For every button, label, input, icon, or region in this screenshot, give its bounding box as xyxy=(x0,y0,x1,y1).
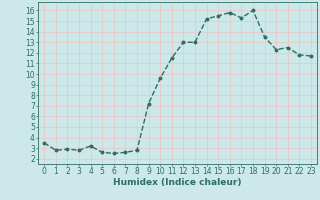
X-axis label: Humidex (Indice chaleur): Humidex (Indice chaleur) xyxy=(113,178,242,187)
